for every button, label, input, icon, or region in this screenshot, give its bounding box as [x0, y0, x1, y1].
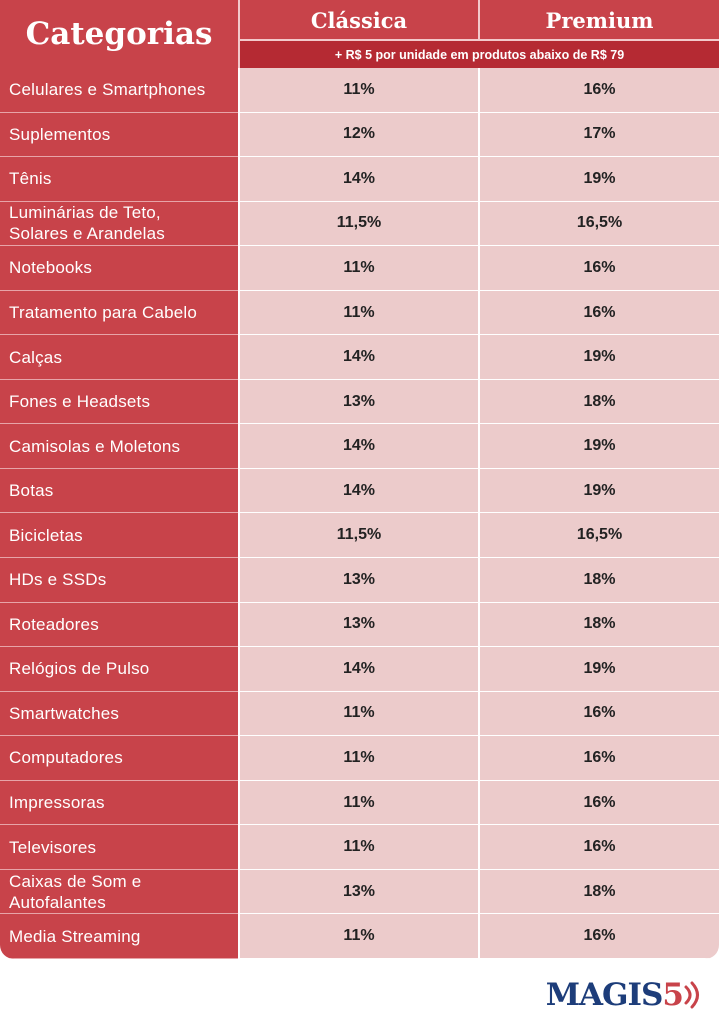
category-cell: Luminárias de Teto, Solares e Arandelas: [0, 201, 238, 247]
table-row: Roteadores 13% 18%: [0, 602, 719, 648]
categories-heading: Categorias: [25, 16, 213, 52]
classica-cell: 11%: [240, 780, 478, 826]
classica-heading: Clássica: [310, 7, 408, 33]
column-divider: [238, 68, 240, 959]
table-row: Caixas de Som e Autofalantes 13% 18%: [0, 869, 719, 915]
classica-cell: 11%: [240, 914, 478, 959]
table-row: HDs e SSDs 13% 18%: [0, 558, 719, 603]
category-cell: Fones e Headsets: [0, 379, 238, 425]
column-divider: [478, 68, 480, 959]
classica-cell: 11%: [240, 691, 478, 737]
table-row: Media Streaming 11% 16%: [0, 914, 719, 959]
category-cell: HDs e SSDs: [0, 558, 238, 603]
premium-cell: 16%: [480, 246, 719, 291]
table-row: Computadores 11% 16%: [0, 736, 719, 781]
price-note: + R$ 5 por unidade em produtos abaixo de…: [240, 41, 719, 68]
magis5-logo: MAGIS5: [546, 976, 705, 1014]
premium-cell: 19%: [480, 468, 719, 514]
table-row: Bicicletas 11,5% 16,5%: [0, 513, 719, 559]
table-row: Relógios de Pulso 14% 19%: [0, 647, 719, 692]
table-row: Camisolas e Moletons 14% 19%: [0, 424, 719, 469]
premium-cell: 16%: [480, 691, 719, 737]
header-divider: [478, 0, 480, 40]
classica-cell: 11,5%: [240, 513, 478, 559]
premium-cell: 18%: [480, 379, 719, 425]
table-row: Smartwatches 11% 16%: [0, 691, 719, 737]
premium-cell: 18%: [480, 602, 719, 648]
classica-cell: 11%: [240, 290, 478, 336]
commission-table: Categorias Clássica Premium + R$ 5 por u…: [0, 0, 719, 959]
category-cell: Tratamento para Cabelo: [0, 290, 238, 336]
classica-cell: 14%: [240, 424, 478, 469]
premium-cell: 19%: [480, 647, 719, 692]
table-row: Calças 14% 19%: [0, 335, 719, 380]
category-cell: Celulares e Smartphones: [0, 68, 238, 113]
classica-cell: 11%: [240, 825, 478, 870]
table-row: Celulares e Smartphones 11% 16%: [0, 68, 719, 113]
premium-cell: 16%: [480, 68, 719, 113]
premium-cell: 16%: [480, 736, 719, 781]
category-cell: Caixas de Som e Autofalantes: [0, 869, 238, 915]
category-cell: Camisolas e Moletons: [0, 424, 238, 469]
category-cell: Notebooks: [0, 246, 238, 291]
premium-cell: 16%: [480, 780, 719, 826]
classica-cell: 14%: [240, 468, 478, 514]
table-row: Televisores 11% 16%: [0, 825, 719, 870]
classica-cell: 14%: [240, 335, 478, 380]
table-body: Celulares e Smartphones 11% 16% Suplementos…: [0, 68, 719, 959]
premium-cell: 16%: [480, 290, 719, 336]
category-cell: Bicicletas: [0, 513, 238, 559]
classica-cell: 11,5%: [240, 201, 478, 247]
category-cell: Relógios de Pulso: [0, 647, 238, 692]
premium-cell: 16%: [480, 914, 719, 959]
category-cell: Botas: [0, 468, 238, 514]
table-row: Impressoras 11% 16%: [0, 780, 719, 826]
premium-cell: 18%: [480, 869, 719, 915]
classica-cell: 14%: [240, 157, 478, 202]
table-header: Categorias Clássica Premium + R$ 5 por u…: [0, 0, 719, 68]
category-cell: Computadores: [0, 736, 238, 781]
premium-cell: 16%: [480, 825, 719, 870]
table-row: Notebooks 11% 16%: [0, 246, 719, 291]
classica-cell: 13%: [240, 602, 478, 648]
premium-heading: Premium: [545, 7, 654, 33]
signal-waves-icon: [684, 981, 699, 1009]
table-row: Tratamento para Cabelo 11% 16%: [0, 290, 719, 336]
premium-cell: 17%: [480, 112, 719, 158]
premium-cell: 19%: [480, 335, 719, 380]
premium-cell: 18%: [480, 558, 719, 603]
logo-text: MAGIS5: [545, 977, 684, 1013]
premium-cell: 16,5%: [480, 513, 719, 559]
category-cell: Media Streaming: [0, 914, 238, 959]
category-cell: Impressoras: [0, 780, 238, 826]
premium-cell: 16,5%: [480, 201, 719, 247]
premium-cell: 19%: [480, 157, 719, 202]
header-divider: [240, 39, 719, 41]
category-cell: Calças: [0, 335, 238, 380]
header-divider: [238, 0, 240, 68]
table-row: Fones e Headsets 13% 18%: [0, 379, 719, 425]
classica-cell: 11%: [240, 68, 478, 113]
classica-cell: 13%: [240, 869, 478, 915]
premium-cell: 19%: [480, 424, 719, 469]
classica-cell: 13%: [240, 558, 478, 603]
category-cell: Roteadores: [0, 602, 238, 648]
category-cell: Tênis: [0, 157, 238, 202]
category-cell: Suplementos: [0, 112, 238, 158]
classica-cell: 11%: [240, 246, 478, 291]
classica-cell: 11%: [240, 736, 478, 781]
category-cell: Televisores: [0, 825, 238, 870]
table-row: Suplementos 12% 17%: [0, 112, 719, 158]
category-cell: Smartwatches: [0, 691, 238, 737]
table-row: Botas 14% 19%: [0, 468, 719, 514]
classica-cell: 12%: [240, 112, 478, 158]
classica-cell: 14%: [240, 647, 478, 692]
table-row: Tênis 14% 19%: [0, 157, 719, 202]
classica-cell: 13%: [240, 379, 478, 425]
table-row: Luminárias de Teto, Solares e Arandelas 1…: [0, 201, 719, 247]
